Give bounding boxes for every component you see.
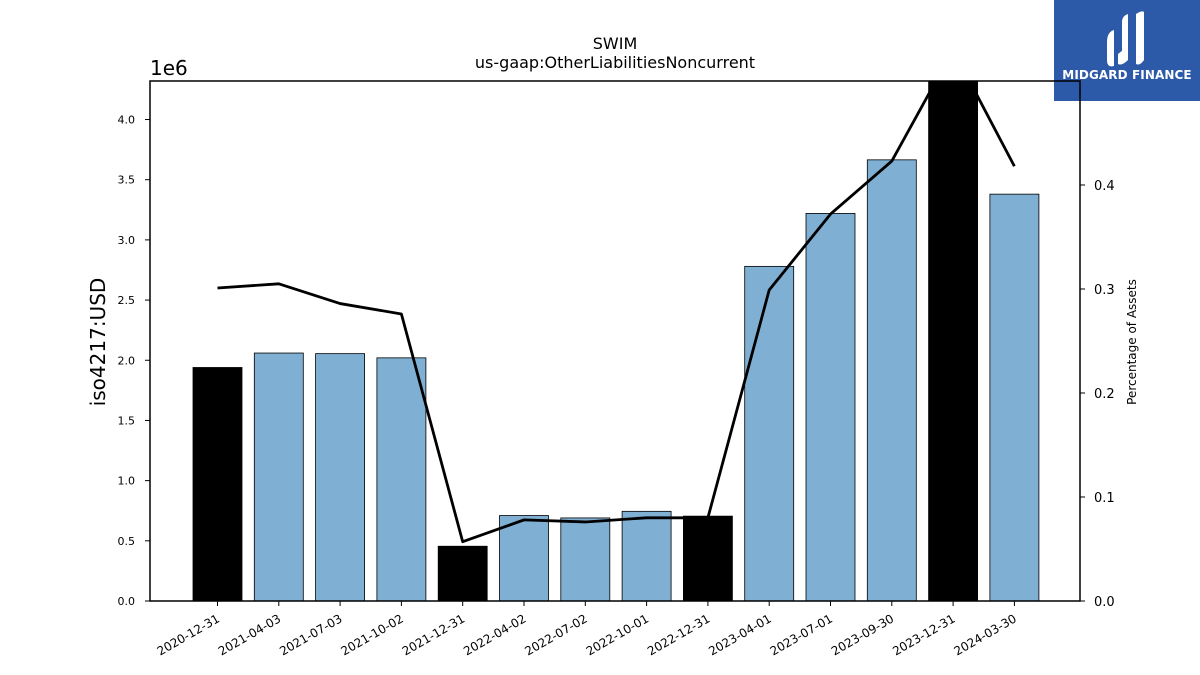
y-scale-label: 1e6 [150, 56, 188, 80]
bar-2023-07-01 [805, 213, 856, 601]
x-tick-label-2020-12-31: 2020-12-31 [155, 611, 222, 658]
y-tick-label-2.5: 2.5 [118, 294, 136, 307]
x-tick-label-2023-12-31: 2023-12-31 [890, 611, 957, 658]
y2-tick-label-0.4: 0.4 [1094, 179, 1115, 194]
bar-2021-07-03 [315, 353, 366, 601]
bar-2023-12-31 [928, 81, 978, 601]
bar-2021-10-02 [376, 357, 427, 601]
brand-name: MIDGARD FINANCE [1062, 68, 1192, 82]
bar-2022-12-31 [683, 515, 733, 601]
y2-tick-label-0.1: 0.1 [1094, 491, 1115, 506]
line-layer [217, 81, 1016, 544]
bar-2021-12-31 [437, 545, 488, 601]
x-tick-label-2023-07-01: 2023-07-01 [768, 611, 835, 658]
x-tick-label-2022-12-31: 2022-12-31 [645, 611, 712, 658]
bar-2023-09-30 [866, 159, 917, 601]
x-tick-label-2021-04-03: 2021-04-03 [216, 611, 283, 658]
y-tick-label-3.0: 3.0 [118, 234, 136, 247]
bar-2022-07-02 [560, 517, 611, 601]
x-tick-label-2021-10-02: 2021-10-02 [338, 611, 405, 658]
chart-subtitle: us-gaap:OtherLiabilitiesNoncurrent [475, 53, 755, 72]
bar-2021-04-03 [253, 352, 304, 601]
y-tick-label-3.5: 3.5 [118, 174, 136, 187]
x-tick-label-2024-03-30: 2024-03-30 [951, 611, 1018, 658]
bar-2022-04-02 [499, 515, 549, 601]
bar-2023-04-01 [744, 265, 795, 601]
x-tick-label-2023-09-30: 2023-09-30 [829, 611, 896, 658]
plot-frame [149, 80, 1081, 602]
x-tick-label-2022-04-02: 2022-04-02 [461, 611, 528, 658]
chart-title: SWIM [593, 34, 638, 53]
brand-logo: MIDGARD FINANCE [1054, 0, 1200, 101]
y-axis-label: iso4217:USD [86, 278, 110, 407]
percentage-line [217, 81, 1016, 544]
y-tick-label-4.0: 4.0 [118, 114, 136, 127]
y2-axis-label: Percentage of Assets [1125, 279, 1139, 405]
y-tick-label-0.0: 0.0 [118, 595, 136, 608]
x-tick-label-2021-07-03: 2021-07-03 [277, 611, 344, 658]
y-tick-label-1.0: 1.0 [118, 475, 136, 488]
bar-2024-03-30 [989, 193, 1040, 601]
y-tick-label-1.5: 1.5 [118, 414, 136, 427]
y2-tick-label-0.2: 0.2 [1094, 387, 1115, 402]
y2-tick-label-0.0: 0.0 [1094, 595, 1115, 610]
bar-2022-10-01 [621, 510, 672, 601]
x-tick-label-2023-04-01: 2023-04-01 [706, 611, 773, 658]
y2-tick-label-0.3: 0.3 [1094, 283, 1115, 298]
y-tick-label-0.5: 0.5 [118, 535, 136, 548]
y-tick-label-2.0: 2.0 [118, 354, 136, 367]
bars-layer [192, 81, 1040, 601]
x-tick-label-2022-10-01: 2022-10-01 [584, 611, 651, 658]
x-tick-label-2021-12-31: 2021-12-31 [400, 611, 467, 658]
x-tick-label-2022-07-02: 2022-07-02 [522, 611, 589, 658]
bar-2020-12-31 [192, 367, 243, 601]
midgard-logo-icon [1107, 11, 1144, 67]
